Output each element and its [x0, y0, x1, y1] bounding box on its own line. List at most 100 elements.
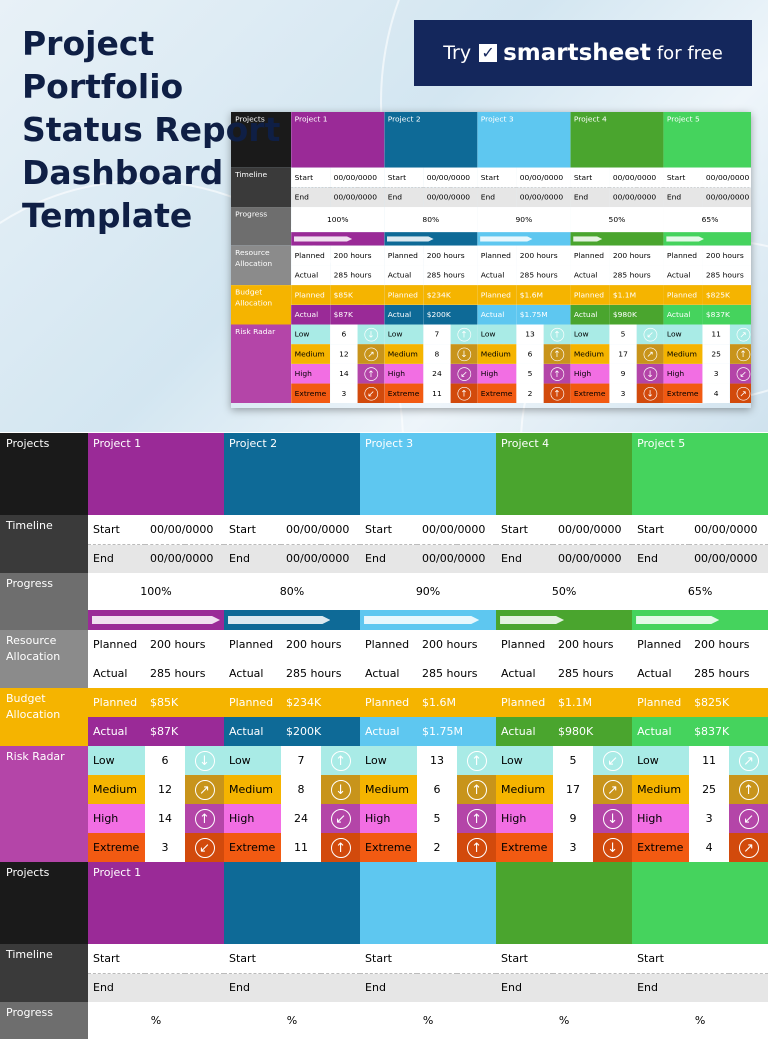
actual-label: Actual: [384, 265, 424, 286]
arrow-up-icon: ↑: [457, 327, 471, 342]
arrow-down-left-icon: ↙: [457, 366, 471, 381]
end-label: End: [224, 544, 282, 573]
project-header: Project 5: [632, 433, 768, 515]
project-header: Project 2: [224, 433, 361, 515]
end-date: 00/00/0000: [281, 544, 361, 573]
end-date: [417, 973, 497, 1002]
risk-high-count: 5: [516, 363, 544, 384]
start-date: 00/00/0000: [553, 515, 633, 545]
budget-actual: $837K: [689, 717, 768, 746]
project-header: [632, 862, 768, 944]
budget-actual: $87K: [330, 304, 385, 325]
project-header: Project 3: [477, 112, 571, 168]
progress-percent: 100%: [88, 573, 225, 610]
arrow-down-left-icon: ↙: [738, 808, 759, 829]
arrow-up-right-icon: ↗: [194, 779, 215, 800]
planned-label: Planned: [88, 630, 145, 659]
risk-extreme-label: Extreme: [477, 383, 517, 404]
risk-medium-label: Medium: [477, 344, 517, 364]
arrow-up-icon: ↑: [550, 347, 564, 361]
risk-medium-count: 6: [417, 775, 458, 804]
arrow-up-right-icon: ↗: [643, 347, 657, 361]
start-date: 00/00/0000: [516, 167, 571, 188]
risk-high-count: 5: [417, 804, 458, 833]
end-label: End: [88, 973, 145, 1002]
risk-extreme-count: 3: [553, 833, 594, 862]
arrow-down-icon: ↓: [457, 347, 471, 361]
start-date: [281, 944, 361, 974]
risk-high-label: High: [496, 804, 554, 833]
risk-extreme-label: Extreme: [291, 383, 331, 404]
progress-bar: [291, 232, 385, 246]
resource-allocation-label: Resource Allocation: [0, 630, 88, 688]
start-date: 00/00/0000: [281, 515, 361, 545]
actual-hours: 285 hours: [417, 659, 497, 688]
risk-extreme-count: 4: [702, 383, 730, 404]
risk-low-label: Low: [360, 746, 418, 775]
arrow-up-icon: ↑: [736, 347, 751, 361]
progress-bar: [360, 610, 497, 630]
end-label: End: [360, 544, 418, 573]
title-line: Status Report: [22, 110, 281, 149]
budget-planned: $1.1M: [609, 285, 664, 305]
project-header: Project 1: [88, 433, 225, 515]
actual-hours: 285 hours: [330, 265, 385, 286]
risk-low-count: 6: [145, 746, 185, 775]
budget-allocation-label: Budget Allocation: [231, 285, 292, 325]
planned-label: Planned: [496, 688, 554, 717]
risk-low-count: 5: [553, 746, 594, 775]
start-date: 00/00/0000: [417, 515, 497, 545]
progress-percent: %: [88, 1002, 225, 1039]
actual-label: Actual: [663, 304, 703, 325]
start-date: [417, 944, 497, 974]
planned-label: Planned: [477, 285, 517, 305]
status-grid: Projects Project 1 Timeline Start Start Start…: [0, 862, 768, 1039]
progress-bar-fill: [228, 616, 330, 624]
risk-extreme-label: Extreme: [632, 833, 690, 862]
arrow-up-icon: ↑: [457, 386, 471, 401]
risk-high-label: High: [360, 804, 418, 833]
arrow-down-icon: ↓: [643, 366, 657, 381]
page-title: Project Portfolio Status Report Dashboar…: [22, 22, 280, 237]
risk-high-count: 9: [609, 363, 637, 384]
risk-high-count: 3: [689, 804, 730, 833]
progress-bar-fill: [666, 236, 704, 241]
end-date: [689, 973, 768, 1002]
risk-high-count: 9: [553, 804, 594, 833]
project-name: Project 1: [294, 114, 328, 124]
arrow-up-right-icon: ↗: [736, 386, 751, 401]
smartsheet-ad-button[interactable]: Try ✓ smartsheet for free: [414, 20, 752, 86]
budget-actual: $980K: [553, 717, 633, 746]
progress-bar: [477, 232, 571, 246]
arrow-down-icon: ↓: [364, 327, 378, 342]
risk-radar-label: Risk Radar: [231, 324, 292, 404]
project-header: [360, 862, 497, 944]
arrow-down-icon: ↓: [602, 837, 623, 858]
end-date: [553, 973, 633, 1002]
dashboard-preview-image: Projects Project 1 Project 2 Project 3 Proje…: [231, 112, 751, 408]
risk-low-label: Low: [291, 324, 331, 345]
risk-medium-count: 17: [553, 775, 594, 804]
project-name: Project 2: [387, 114, 421, 124]
actual-label: Actual: [496, 717, 554, 746]
risk-high-label: High: [663, 363, 703, 384]
end-label: End: [496, 544, 554, 573]
actual-hours: 285 hours: [516, 265, 571, 286]
actual-label: Actual: [88, 659, 145, 688]
budget-actual: $200K: [423, 304, 478, 325]
planned-label: Planned: [663, 285, 703, 305]
project-name: Project 5: [666, 114, 700, 124]
progress-bar: [384, 232, 478, 246]
title-line: Portfolio: [22, 67, 184, 106]
risk-low-count: 5: [609, 324, 637, 345]
progress-percent: 65%: [632, 573, 768, 610]
arrow-up-icon: ↑: [466, 808, 487, 829]
planned-hours: 200 hours: [281, 630, 361, 659]
start-label: Start: [632, 944, 690, 974]
progress-percent: 80%: [384, 207, 478, 233]
arrow-down-left-icon: ↙: [194, 837, 215, 858]
budget-planned: $825K: [689, 688, 768, 717]
actual-label: Actual: [632, 717, 690, 746]
arrow-down-left-icon: ↙: [736, 366, 751, 381]
actual-hours: 285 hours: [553, 659, 633, 688]
